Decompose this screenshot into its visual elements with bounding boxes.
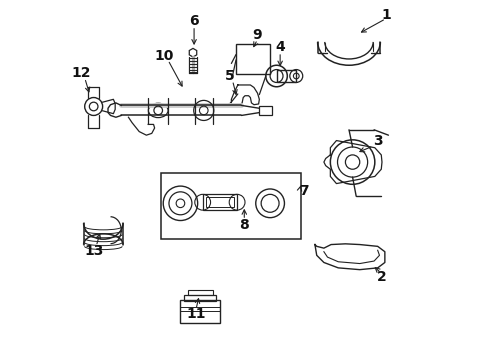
Bar <box>184 295 216 301</box>
Text: 9: 9 <box>253 28 262 42</box>
Text: 13: 13 <box>85 244 104 258</box>
Text: 11: 11 <box>186 307 206 321</box>
Bar <box>188 291 213 296</box>
Bar <box>205 197 234 207</box>
Text: 7: 7 <box>299 184 309 198</box>
Bar <box>161 173 300 239</box>
Text: 8: 8 <box>240 218 249 232</box>
Bar <box>236 44 270 74</box>
Bar <box>180 300 220 323</box>
Text: 2: 2 <box>376 270 386 284</box>
Bar <box>203 194 237 210</box>
Text: 6: 6 <box>189 14 199 28</box>
Text: 1: 1 <box>381 8 391 22</box>
Text: 12: 12 <box>72 67 91 81</box>
Text: 4: 4 <box>275 40 285 54</box>
Bar <box>276 69 296 82</box>
Bar <box>259 107 272 116</box>
Text: 10: 10 <box>154 49 173 63</box>
Text: 3: 3 <box>373 134 383 148</box>
Text: 5: 5 <box>225 69 235 83</box>
